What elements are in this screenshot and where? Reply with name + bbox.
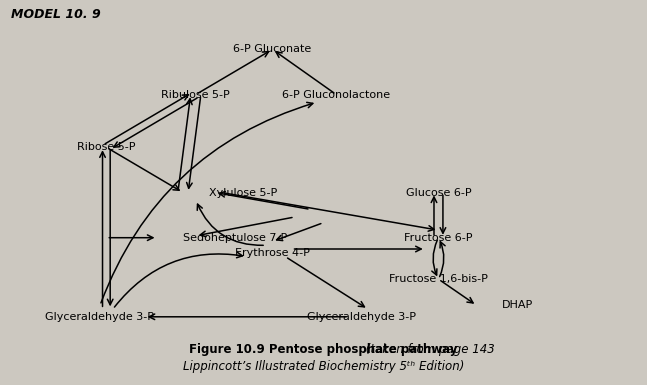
Text: Glucose 6-P: Glucose 6-P	[406, 187, 471, 198]
Text: DHAP: DHAP	[502, 301, 534, 310]
Text: (taken from page 143: (taken from page 143	[152, 343, 495, 357]
Text: Sedoheptulose 7-P: Sedoheptulose 7-P	[183, 233, 287, 243]
Text: Glyceraldehyde 3-P: Glyceraldehyde 3-P	[45, 312, 155, 322]
Text: Glyceraldehyde 3-P: Glyceraldehyde 3-P	[307, 312, 416, 322]
Text: Ribose 5-P: Ribose 5-P	[77, 142, 136, 152]
Text: Ribulose 5-P: Ribulose 5-P	[161, 90, 230, 100]
Text: Xylulose 5-P: Xylulose 5-P	[208, 187, 277, 198]
Text: MODEL 10. 9: MODEL 10. 9	[10, 8, 100, 21]
Text: Erythrose 4-P: Erythrose 4-P	[235, 248, 310, 258]
Text: 6-P Gluconolactone: 6-P Gluconolactone	[282, 90, 390, 100]
Text: Fructose 6-P: Fructose 6-P	[404, 233, 473, 243]
Text: Fructose 1,6-bis-P: Fructose 1,6-bis-P	[389, 274, 488, 284]
Text: Figure 10.9 Pentose phosphate pathway: Figure 10.9 Pentose phosphate pathway	[190, 343, 457, 357]
Text: Lippincott’s Illustrated Biochemistry 5ᵗʰ Edition): Lippincott’s Illustrated Biochemistry 5ᵗ…	[183, 360, 464, 373]
Text: 6-P Gluconate: 6-P Gluconate	[234, 44, 312, 54]
